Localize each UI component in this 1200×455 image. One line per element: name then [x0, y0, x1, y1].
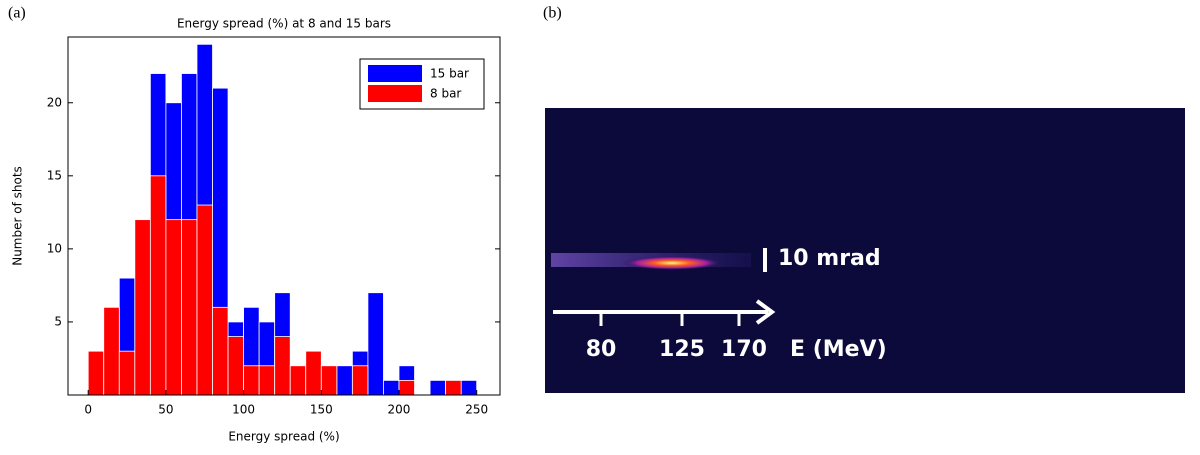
- bar: [196, 204, 213, 396]
- bar: [165, 219, 182, 396]
- bar: [118, 350, 136, 396]
- energy-tick-label: 125: [659, 337, 705, 362]
- bar: [429, 379, 447, 396]
- y-tick-label: 15: [47, 168, 62, 182]
- bar: [320, 365, 338, 396]
- x-tick-label: 250: [465, 403, 488, 417]
- bar: [289, 365, 307, 396]
- bar: [383, 379, 400, 396]
- energy-axis-label: E (MeV): [790, 337, 887, 362]
- bar: [398, 379, 415, 396]
- beam-spot: [622, 256, 722, 270]
- legend-label: 8 bar: [430, 87, 461, 101]
- x-tick-label: 150: [310, 403, 333, 417]
- bar: [103, 306, 120, 396]
- bar: [181, 219, 198, 396]
- bar: [367, 292, 384, 396]
- y-tick-label: 20: [47, 95, 62, 109]
- bar: [243, 365, 260, 396]
- bar: [134, 219, 151, 396]
- bar: [351, 365, 369, 396]
- bar: [336, 365, 353, 396]
- chart-title: Energy spread (%) at 8 and 15 bars: [177, 17, 391, 31]
- bar: [212, 306, 229, 396]
- divergence-label: 10 mrad: [778, 246, 881, 271]
- arrow-head: [755, 299, 776, 325]
- bar: [445, 379, 462, 396]
- y-axis-label: Number of shots: [11, 166, 25, 266]
- bar: [258, 365, 276, 396]
- plot-frame: [67, 36, 501, 396]
- spectrometer-image: 10 mrad 80 125 170 E (MeV): [545, 108, 1185, 393]
- x-tick-label: 0: [84, 403, 92, 417]
- x-tick-label: 200: [388, 403, 411, 417]
- legend-swatch: [368, 65, 422, 82]
- y-tick-label: 5: [54, 314, 62, 328]
- x-tick-label: 50: [158, 403, 173, 417]
- x-axis-label: Energy spread (%): [228, 430, 339, 444]
- energy-tick-label: 80: [586, 337, 617, 362]
- bar: [149, 175, 167, 396]
- bar: [305, 350, 322, 396]
- legend-label: 15 bar: [430, 67, 469, 81]
- legend-swatch: [368, 85, 422, 102]
- bar: [87, 350, 105, 396]
- bar: [274, 336, 291, 396]
- x-tick-label: 100: [232, 403, 255, 417]
- panel-label: (b): [543, 5, 562, 22]
- panel-label: (a): [8, 5, 26, 22]
- bar: [227, 336, 244, 396]
- energy-tick-label: 170: [721, 337, 767, 362]
- bar: [460, 379, 478, 396]
- y-tick-label: 10: [47, 241, 62, 255]
- image-background: [545, 108, 1185, 393]
